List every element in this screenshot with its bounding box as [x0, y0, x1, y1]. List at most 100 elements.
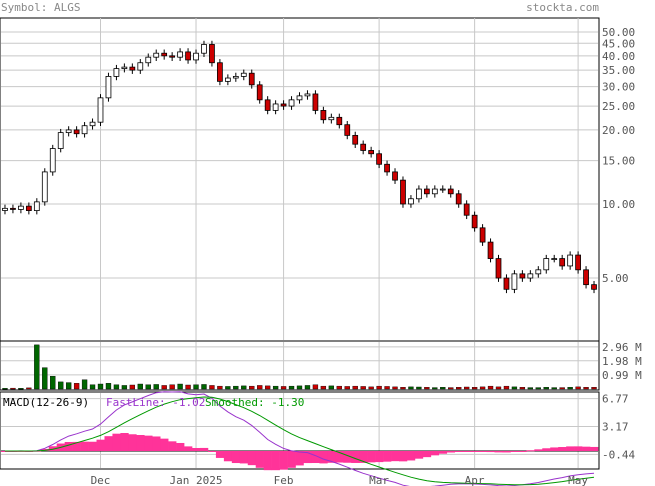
macd-histogram-bar — [248, 451, 256, 465]
macd-histogram-bar — [200, 448, 208, 451]
macd-histogram-bar — [590, 447, 598, 451]
macd-histogram-bar — [431, 451, 439, 455]
macd-histogram-bar — [104, 436, 112, 451]
volume-bar — [130, 385, 135, 389]
macd-histogram-bar — [89, 442, 97, 451]
candle-body — [114, 69, 119, 77]
macd-label: MACD(12-26-9) — [3, 396, 89, 409]
candle-body — [297, 96, 302, 100]
volume-bar — [170, 385, 175, 389]
macd-histogram-bar — [487, 451, 495, 452]
macd-histogram-bar — [367, 451, 375, 462]
volume-bar — [82, 380, 87, 389]
candle-body — [18, 206, 23, 209]
candle-body — [58, 133, 63, 149]
macd-histogram-bar — [455, 451, 463, 452]
volume-tick-label: 1.98 M — [602, 355, 642, 368]
volume-bar — [106, 383, 111, 389]
macd-histogram-bar — [471, 451, 479, 452]
volume-bar — [225, 386, 230, 389]
macd-histogram-bar — [128, 434, 136, 451]
candle-body — [416, 189, 421, 199]
month-tick-label: Feb — [274, 474, 294, 486]
macd-histogram-bar — [97, 440, 105, 451]
volume-bar — [154, 384, 159, 389]
candle-body — [130, 67, 135, 70]
candle-body — [146, 57, 151, 63]
candle-body — [194, 53, 199, 60]
candle-body — [528, 274, 533, 278]
volume-bar — [98, 384, 103, 389]
candle-body — [289, 100, 294, 106]
macd-histogram-bar — [391, 451, 399, 461]
volume-bar — [432, 388, 437, 389]
candle-body — [249, 73, 254, 85]
macd-histogram-bar — [423, 451, 431, 457]
volume-bar — [552, 388, 557, 389]
macd-fast-label: FastLine: -1.02 — [106, 396, 205, 409]
volume-bar — [424, 387, 429, 389]
volume-bar — [488, 386, 493, 389]
volume-bar — [520, 387, 525, 389]
volume-bar — [536, 388, 541, 389]
candle-body — [225, 78, 230, 81]
volume-bar — [456, 387, 461, 389]
volume-bar — [448, 388, 453, 389]
candle-body — [305, 94, 310, 96]
macd-histogram-bar — [415, 451, 423, 459]
volume-bar — [440, 387, 445, 389]
volume-bar — [3, 388, 8, 389]
price-tick-label: 30.00 — [602, 81, 635, 94]
macd-histogram-bar — [495, 451, 503, 452]
candle-body — [26, 206, 31, 210]
candle-body — [353, 135, 358, 144]
candle-body — [50, 149, 55, 172]
volume-bar — [337, 386, 342, 389]
volume-bar — [18, 388, 23, 389]
volume-bar — [297, 386, 302, 389]
candle-body — [488, 242, 493, 258]
macd-histogram-bar — [256, 451, 264, 468]
macd-histogram-bar — [184, 446, 192, 451]
volume-bar — [401, 387, 406, 389]
macd-histogram-bar — [399, 451, 407, 461]
month-tick-label: Jan 2025 — [170, 474, 223, 486]
volume-bar — [393, 387, 398, 389]
macd-histogram-bar — [264, 451, 272, 470]
candle-body — [472, 215, 477, 228]
macd-histogram-bar — [479, 451, 487, 452]
volume-panel-frame — [0, 341, 599, 390]
month-tick-label: Dec — [91, 474, 111, 486]
volume-tick-label: 2.96 M — [602, 341, 642, 354]
volume-bar — [194, 385, 199, 389]
volume-bar — [202, 384, 207, 389]
candle-body — [361, 144, 366, 150]
volume-bar — [289, 386, 294, 389]
macd-histogram-bar — [136, 435, 144, 451]
candle-body — [504, 278, 509, 289]
candle-body — [496, 259, 501, 278]
candle-body — [448, 189, 453, 194]
volume-bar — [281, 386, 286, 389]
price-tick-label: 5.00 — [602, 272, 629, 285]
macd-histogram-bar — [566, 446, 574, 451]
macd-histogram-bar — [447, 451, 455, 453]
candle-body — [170, 56, 175, 57]
candle-body — [98, 98, 103, 122]
macd-tick-label: 3.17 — [602, 420, 629, 433]
candle-body — [568, 255, 573, 266]
macd-histogram-bar — [296, 451, 304, 465]
candle-body — [273, 104, 278, 110]
macd-histogram-bar — [224, 451, 232, 461]
macd-histogram-bar — [120, 433, 128, 451]
candle-body — [432, 189, 437, 194]
macd-histogram-bar — [160, 439, 168, 451]
macd-histogram-bar — [582, 447, 590, 451]
price-candles — [3, 41, 597, 293]
candle-body — [393, 172, 398, 180]
price-tick-label: 15.00 — [602, 155, 635, 168]
volume-bar — [114, 385, 119, 389]
candle-body — [162, 53, 167, 56]
month-tick-label: Mar — [369, 474, 389, 486]
